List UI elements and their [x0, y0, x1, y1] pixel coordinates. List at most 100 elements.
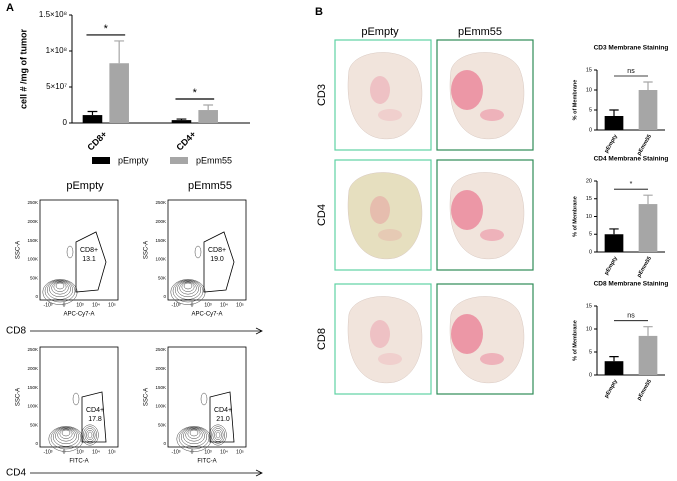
marker-arrow [30, 469, 263, 477]
tissue-heading: pEmm55 [458, 26, 502, 38]
significance-label: ns [627, 313, 635, 320]
flow-x-label: APC-Cy7-A [191, 312, 222, 318]
gate-name: CD8+ [80, 247, 98, 254]
error-bar [203, 104, 214, 111]
flow-y-tick: 200K [155, 219, 166, 224]
y-tick-label: 5 [589, 107, 592, 113]
flow-x-tick: 0 [63, 302, 66, 308]
contour [210, 426, 226, 444]
stain [378, 353, 402, 365]
flow-x-tick: 10⁴ [92, 449, 100, 455]
gate-name: CD4+ [86, 407, 104, 414]
significance-label: * [630, 181, 633, 188]
x-tick-label: pEmpty [604, 255, 620, 276]
flow-x-tick: -10³ [172, 302, 181, 308]
contour [189, 429, 199, 437]
bar [638, 90, 658, 130]
error-bar [87, 110, 98, 116]
flow-x-tick: 0 [191, 302, 194, 308]
flow-x-tick: -10³ [172, 449, 181, 455]
flow-y-tick: 50K [30, 275, 38, 280]
contour [179, 281, 197, 295]
gate-percent: 21.0 [216, 416, 230, 423]
bar [604, 116, 624, 130]
contour [51, 281, 69, 295]
bar [109, 63, 129, 123]
stain [451, 190, 483, 230]
error-bar [643, 81, 653, 90]
x-tick-label: pEmm55 [636, 379, 653, 402]
flow-x-tick: 0 [191, 449, 194, 455]
gate [209, 391, 235, 443]
gate [75, 231, 107, 293]
flow-y-tick: 250K [155, 347, 166, 352]
flow-y-tick: 0 [163, 441, 166, 446]
contour [176, 426, 212, 452]
contour [46, 280, 74, 300]
contour [178, 426, 210, 450]
y-tick-label: 15 [586, 303, 592, 309]
flow-y-tick: 200K [27, 219, 38, 224]
legend-label: pEmpty [118, 155, 149, 165]
stain [451, 314, 483, 354]
bar [82, 115, 103, 123]
error-bar [609, 228, 619, 235]
y-tick-label: 5 [589, 349, 592, 355]
contour [187, 429, 201, 439]
x-tick-label: pEmm55 [636, 134, 653, 157]
y-tick-label: 0 [589, 249, 592, 255]
stain [480, 109, 504, 121]
stain [370, 196, 390, 224]
flow-y-tick: 250K [27, 200, 38, 205]
contour [185, 428, 203, 442]
chart-title: CD4 Membrane Staining [594, 156, 669, 163]
flow-x-tick: 10⁴ [220, 449, 228, 455]
y-axis-label: % of Membrane [572, 80, 578, 121]
tissue-section [347, 296, 423, 384]
gate [81, 391, 107, 443]
y-axis-label: % of Membrane [572, 196, 578, 237]
flow-y-tick: 0 [35, 441, 38, 446]
flow-y-tick: 100K [155, 404, 166, 409]
gate-percent: 17.8 [88, 416, 102, 423]
contour [177, 280, 199, 298]
flow-heading: pEmm55 [188, 180, 232, 192]
contour [86, 429, 94, 441]
flow-x-tick: 10³ [76, 302, 84, 308]
error-bar [114, 40, 125, 64]
bar [198, 110, 218, 123]
stain [370, 76, 390, 104]
flow-y-label: SSC-A [16, 388, 22, 406]
flow-y-tick: 50K [30, 422, 38, 427]
x-tick-label: CD4+ [174, 129, 198, 153]
stain [480, 353, 504, 365]
flow-x-tick: 10⁵ [108, 302, 116, 308]
flow-y-label: SSC-A [144, 241, 150, 259]
contour [183, 282, 193, 290]
flow-y-label: SSC-A [16, 241, 22, 259]
contour [194, 245, 202, 259]
contour [82, 426, 98, 444]
marker-arrow [30, 327, 263, 335]
flow-y-label: SSC-A [144, 388, 150, 406]
y-tick-label: 5×10⁷ [46, 82, 67, 91]
contour [52, 427, 80, 447]
flow-y-tick: 200K [155, 366, 166, 371]
contour [55, 282, 65, 290]
contour [215, 431, 221, 439]
flow-x-label: FITC-A [69, 459, 88, 465]
y-tick-label: 1.5×10⁸ [39, 10, 67, 19]
y-tick-label: 10 [586, 87, 592, 93]
y-tick-label: 15 [586, 67, 592, 73]
contour [53, 282, 67, 292]
gate-name: CD8+ [208, 247, 226, 254]
error-bar [609, 109, 619, 116]
stain [451, 70, 483, 110]
legend-swatch [170, 157, 188, 164]
tissue-row-label: CD8 [316, 328, 328, 350]
contour [44, 279, 76, 303]
flow-x-tick: 10⁵ [236, 449, 244, 455]
contour [214, 429, 222, 441]
